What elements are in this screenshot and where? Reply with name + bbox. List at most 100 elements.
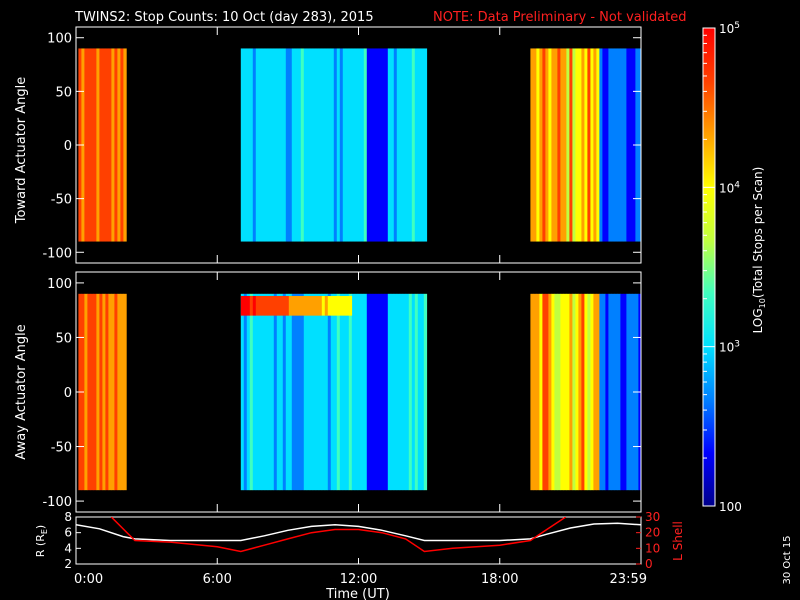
heatmap-column — [249, 293, 254, 491]
heatmap-column — [261, 293, 266, 491]
heatmap-column — [551, 293, 555, 491]
heatmap-column — [611, 293, 615, 491]
heatmap-column — [252, 48, 257, 242]
heatmap-column — [351, 48, 356, 242]
heatmap-column — [596, 293, 600, 491]
y-tick-label: 0 — [64, 139, 72, 154]
heatmap-band — [327, 296, 332, 316]
heatmap-band — [342, 296, 347, 316]
heatmap-column — [420, 293, 425, 491]
r-tick-label: 8 — [64, 510, 72, 524]
heatmap-column — [399, 293, 404, 491]
heatmap-column — [623, 48, 627, 242]
time-tick-label: 6:00 — [203, 572, 232, 587]
heatmap-column — [366, 48, 371, 242]
time-tick-label: 23:59 — [610, 572, 647, 587]
heatmap-column — [402, 293, 407, 491]
heatmap-column — [258, 293, 263, 491]
heatmap-column — [315, 48, 320, 242]
heatmap-column — [551, 48, 555, 242]
y-tick-label: -100 — [42, 246, 72, 261]
heatmap-column — [270, 48, 275, 242]
colorbar-tick-label: 103 — [719, 340, 740, 355]
heatmap-band — [309, 296, 314, 316]
heatmap-column — [408, 48, 413, 242]
heatmap-band — [288, 296, 293, 316]
heatmap-band — [318, 296, 323, 316]
heatmap-column — [303, 48, 308, 242]
heatmap-band — [240, 296, 245, 316]
heatmap-column — [300, 293, 305, 491]
heatmap-column — [533, 48, 537, 242]
away-angle-ylabel: Away Actuator Angle — [14, 324, 29, 459]
heatmap-column — [548, 293, 552, 491]
heatmap-column — [123, 48, 127, 242]
heatmap-column — [336, 48, 341, 242]
heatmap-column — [105, 293, 109, 491]
heatmap-column — [578, 293, 582, 491]
heatmap-column — [330, 293, 335, 491]
heatmap-column — [599, 48, 603, 242]
heatmap-column — [321, 48, 326, 242]
heatmap-column — [605, 48, 609, 242]
heatmap-column — [396, 48, 401, 242]
lshell-tick-label: 30 — [645, 510, 660, 524]
heatmap-column — [336, 293, 341, 491]
heatmap-column — [273, 48, 278, 242]
heatmap-band — [264, 296, 269, 316]
heatmap-band — [300, 296, 305, 316]
heatmap-column — [255, 48, 260, 242]
heatmap-column — [360, 48, 365, 242]
heatmap-column — [414, 48, 419, 242]
heatmap-column — [581, 293, 585, 491]
heatmap-column — [324, 48, 329, 242]
heatmap-column — [243, 293, 248, 491]
away-angle-heatmap — [78, 293, 641, 491]
r-tick-label: 2 — [64, 557, 72, 571]
heatmap-column — [590, 293, 594, 491]
heatmap-column — [102, 48, 106, 242]
heatmap-column — [309, 48, 314, 242]
colorbar-tick-label: 104 — [719, 180, 740, 195]
time-tick-label: 12:00 — [340, 572, 377, 587]
heatmap-column — [563, 293, 567, 491]
heatmap-column — [375, 48, 380, 242]
heatmap-band — [348, 296, 353, 316]
heatmap-column — [315, 293, 320, 491]
heatmap-column — [378, 293, 383, 491]
heatmap-column — [581, 48, 585, 242]
heatmap-band — [333, 296, 338, 316]
heatmap-column — [318, 293, 323, 491]
heatmap-column — [530, 48, 534, 242]
heatmap-column — [617, 293, 621, 491]
heatmap-column — [387, 48, 392, 242]
heatmap-band — [324, 296, 329, 316]
heatmap-band — [291, 296, 296, 316]
heatmap-column — [243, 48, 248, 242]
heatmap-column — [390, 293, 395, 491]
heatmap-column — [557, 48, 561, 242]
heatmap-column — [267, 48, 272, 242]
heatmap-column — [569, 293, 573, 491]
heatmap-column — [554, 48, 558, 242]
heatmap-band — [249, 296, 254, 316]
heatmap-column — [396, 293, 401, 491]
lshell-axis-label: L Shell — [671, 521, 685, 561]
heatmap-column — [545, 48, 549, 242]
colorbar-label-subscript: 10 — [758, 298, 767, 308]
heatmap-column — [623, 293, 627, 491]
r-distance-line — [76, 522, 641, 542]
heatmap-column — [300, 48, 305, 242]
heatmap-column — [602, 48, 606, 242]
heatmap-column — [626, 48, 630, 242]
heatmap-column — [285, 293, 290, 491]
heatmap-column — [384, 293, 389, 491]
heatmap-column — [405, 293, 410, 491]
heatmap-column — [578, 48, 582, 242]
heatmap-column — [276, 293, 281, 491]
heatmap-column — [294, 293, 299, 491]
heatmap-column — [423, 48, 428, 242]
heatmap-column — [363, 48, 368, 242]
heatmap-column — [629, 293, 633, 491]
